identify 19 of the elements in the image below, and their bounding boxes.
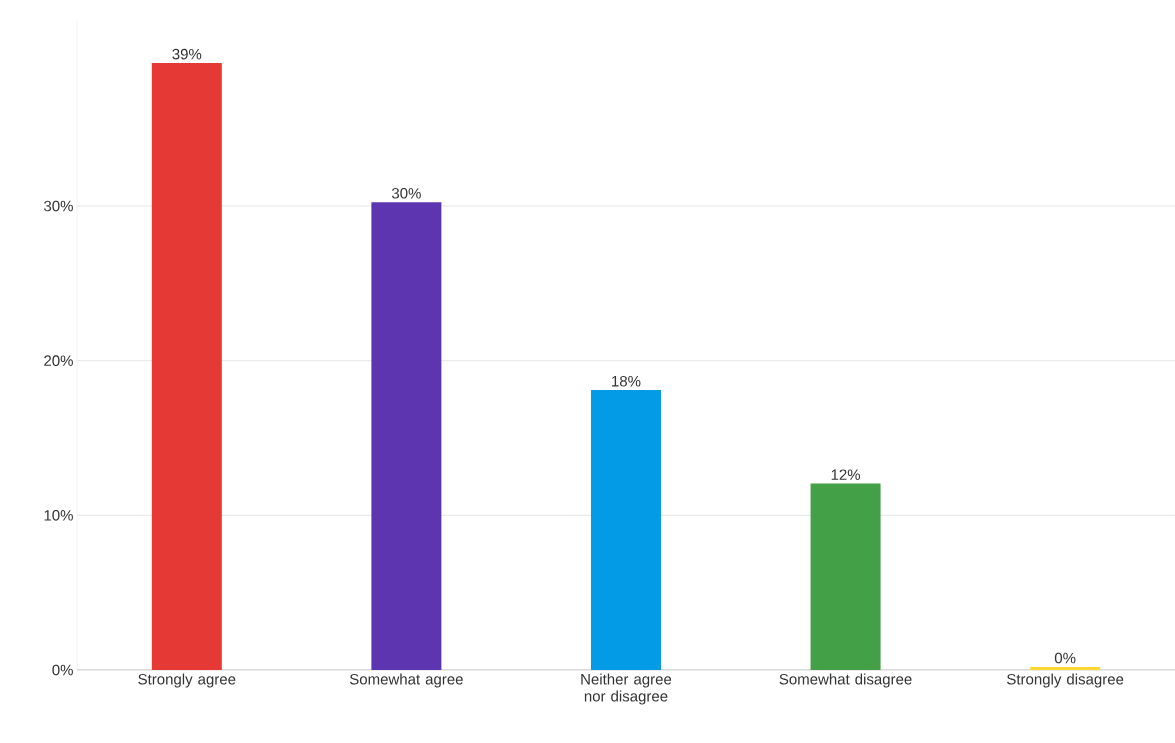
y-tick-label: 0% (52, 664, 73, 676)
x-tick-label: Neither agree nor disagree (581, 673, 672, 705)
x-tick-label: Somewhat agree (349, 673, 463, 688)
data-label: 0% (1054, 652, 1076, 664)
data-label: 30% (391, 188, 421, 199)
x-tick-label: Somewhat disagree (779, 673, 912, 688)
y-tick-label: 10% (44, 510, 73, 521)
data-label: 12% (831, 469, 861, 480)
x-tick-label: Strongly agree (138, 673, 236, 688)
bar (151, 62, 222, 670)
bar (590, 390, 661, 670)
bar (1030, 666, 1101, 670)
data-label: 39% (172, 48, 202, 60)
bar (810, 483, 881, 670)
bar (371, 202, 442, 670)
data-label: 18% (612, 375, 641, 387)
x-tick-label: Strongly disagree (1007, 673, 1124, 688)
y-tick-label: 30% (44, 200, 73, 212)
y-tick-label: 20% (44, 355, 73, 366)
